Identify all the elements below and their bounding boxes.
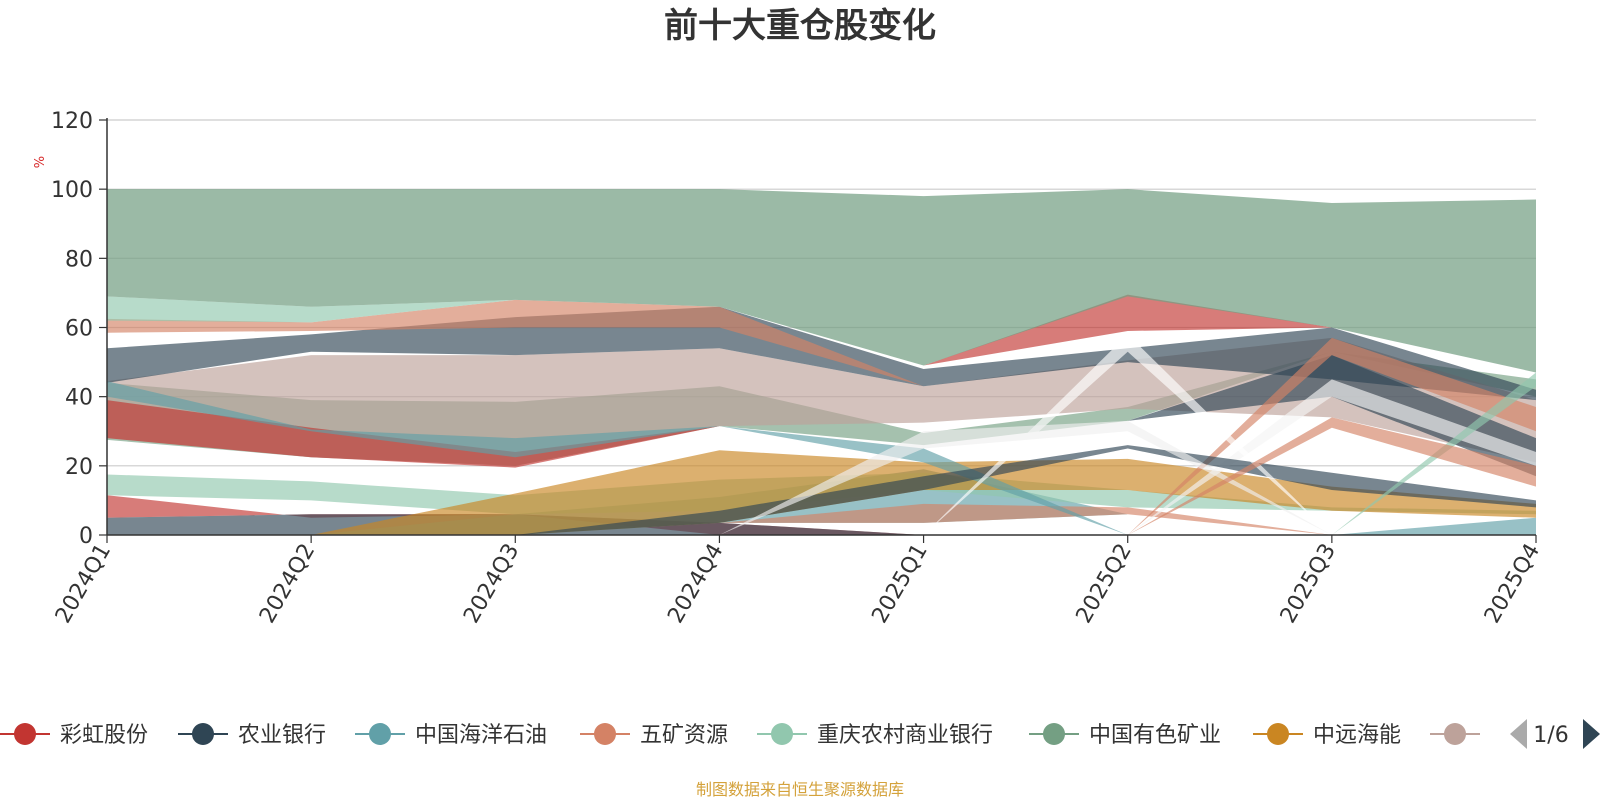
legend-item[interactable]: 五矿资源 xyxy=(580,723,728,748)
legend-marker-icon xyxy=(771,723,793,745)
legend-marker-icon xyxy=(14,723,36,745)
legend[interactable]: 彩虹股份 农业银行 中国海洋石油 五矿资源 重庆农村商业银行 中国有色矿业 中远海能 1/6 xyxy=(0,719,1600,749)
area-series-9 xyxy=(107,400,1536,518)
legend-marker-icon xyxy=(192,723,214,745)
x-tick-label: 2025Q4 xyxy=(1480,540,1545,628)
area-series-18 xyxy=(107,379,1536,535)
legend-prev-page-icon[interactable] xyxy=(1510,719,1527,749)
area-series-24 xyxy=(107,417,1536,535)
legend-marker-icon xyxy=(1444,723,1466,745)
legend-marker-icon xyxy=(1267,723,1289,745)
area-中远海能 xyxy=(107,450,1536,535)
legend-label: 农业银行 xyxy=(238,723,326,748)
legend-label: 中国有色矿业 xyxy=(1089,723,1221,748)
area-series-layer xyxy=(107,189,1536,535)
chart-title: 前十大重仓股变化 xyxy=(664,6,936,46)
legend-label: 彩虹股份 xyxy=(60,723,148,748)
legend-item[interactable]: 中国海洋石油 xyxy=(355,723,547,748)
y-tick-label: 120 xyxy=(51,109,93,134)
legend-item[interactable]: 中远海能 xyxy=(1253,723,1401,748)
y-tick-label: 100 xyxy=(51,178,93,203)
x-tick-label: 2025Q3 xyxy=(1276,540,1341,628)
area-series-17 xyxy=(107,337,1536,535)
y-tick-label: 40 xyxy=(65,386,93,411)
area-五矿资源 xyxy=(107,503,1536,535)
legend-next-page-icon[interactable] xyxy=(1583,719,1600,749)
area-series-8 xyxy=(107,337,1536,466)
legend-item[interactable]: 中国有色矿业 xyxy=(1029,723,1221,748)
y-tick-label: 60 xyxy=(65,317,93,342)
legend-label: 中远海能 xyxy=(1313,723,1401,748)
area-series-12 xyxy=(107,299,1536,535)
legend-label: 重庆农村商业银行 xyxy=(817,723,993,748)
area-series-15 xyxy=(107,189,1536,373)
x-tick-label: 2025Q2 xyxy=(1072,540,1137,628)
source-note: 制图数据来自恒生聚源数据库 xyxy=(696,780,904,799)
legend-marker-icon xyxy=(594,723,616,745)
x-tick-label: 2024Q1 xyxy=(51,540,116,628)
x-tick-label: 2024Q3 xyxy=(459,540,524,628)
y-tick-label: 0 xyxy=(79,524,93,549)
legend-item[interactable]: 农业银行 xyxy=(178,723,326,748)
y-axis-unit-label: % xyxy=(33,156,48,168)
legend-marker-icon xyxy=(1043,723,1065,745)
legend-label: 五矿资源 xyxy=(640,723,728,748)
legend-item[interactable] xyxy=(1430,723,1480,745)
x-tick-label: 2025Q1 xyxy=(867,540,932,628)
legend-marker-icon xyxy=(369,723,391,745)
legend-label: 中国海洋石油 xyxy=(415,723,547,748)
y-tick-label: 80 xyxy=(65,247,93,272)
y-tick-label: 20 xyxy=(65,455,93,480)
legend-item[interactable]: 彩虹股份 xyxy=(0,723,148,748)
legend-page-indicator: 1/6 xyxy=(1533,723,1568,748)
legend-item[interactable]: 重庆农村商业银行 xyxy=(757,723,993,748)
x-tick-label: 2024Q2 xyxy=(255,540,320,628)
area-series-14 xyxy=(107,296,1536,535)
x-tick-label: 2024Q4 xyxy=(663,540,728,628)
